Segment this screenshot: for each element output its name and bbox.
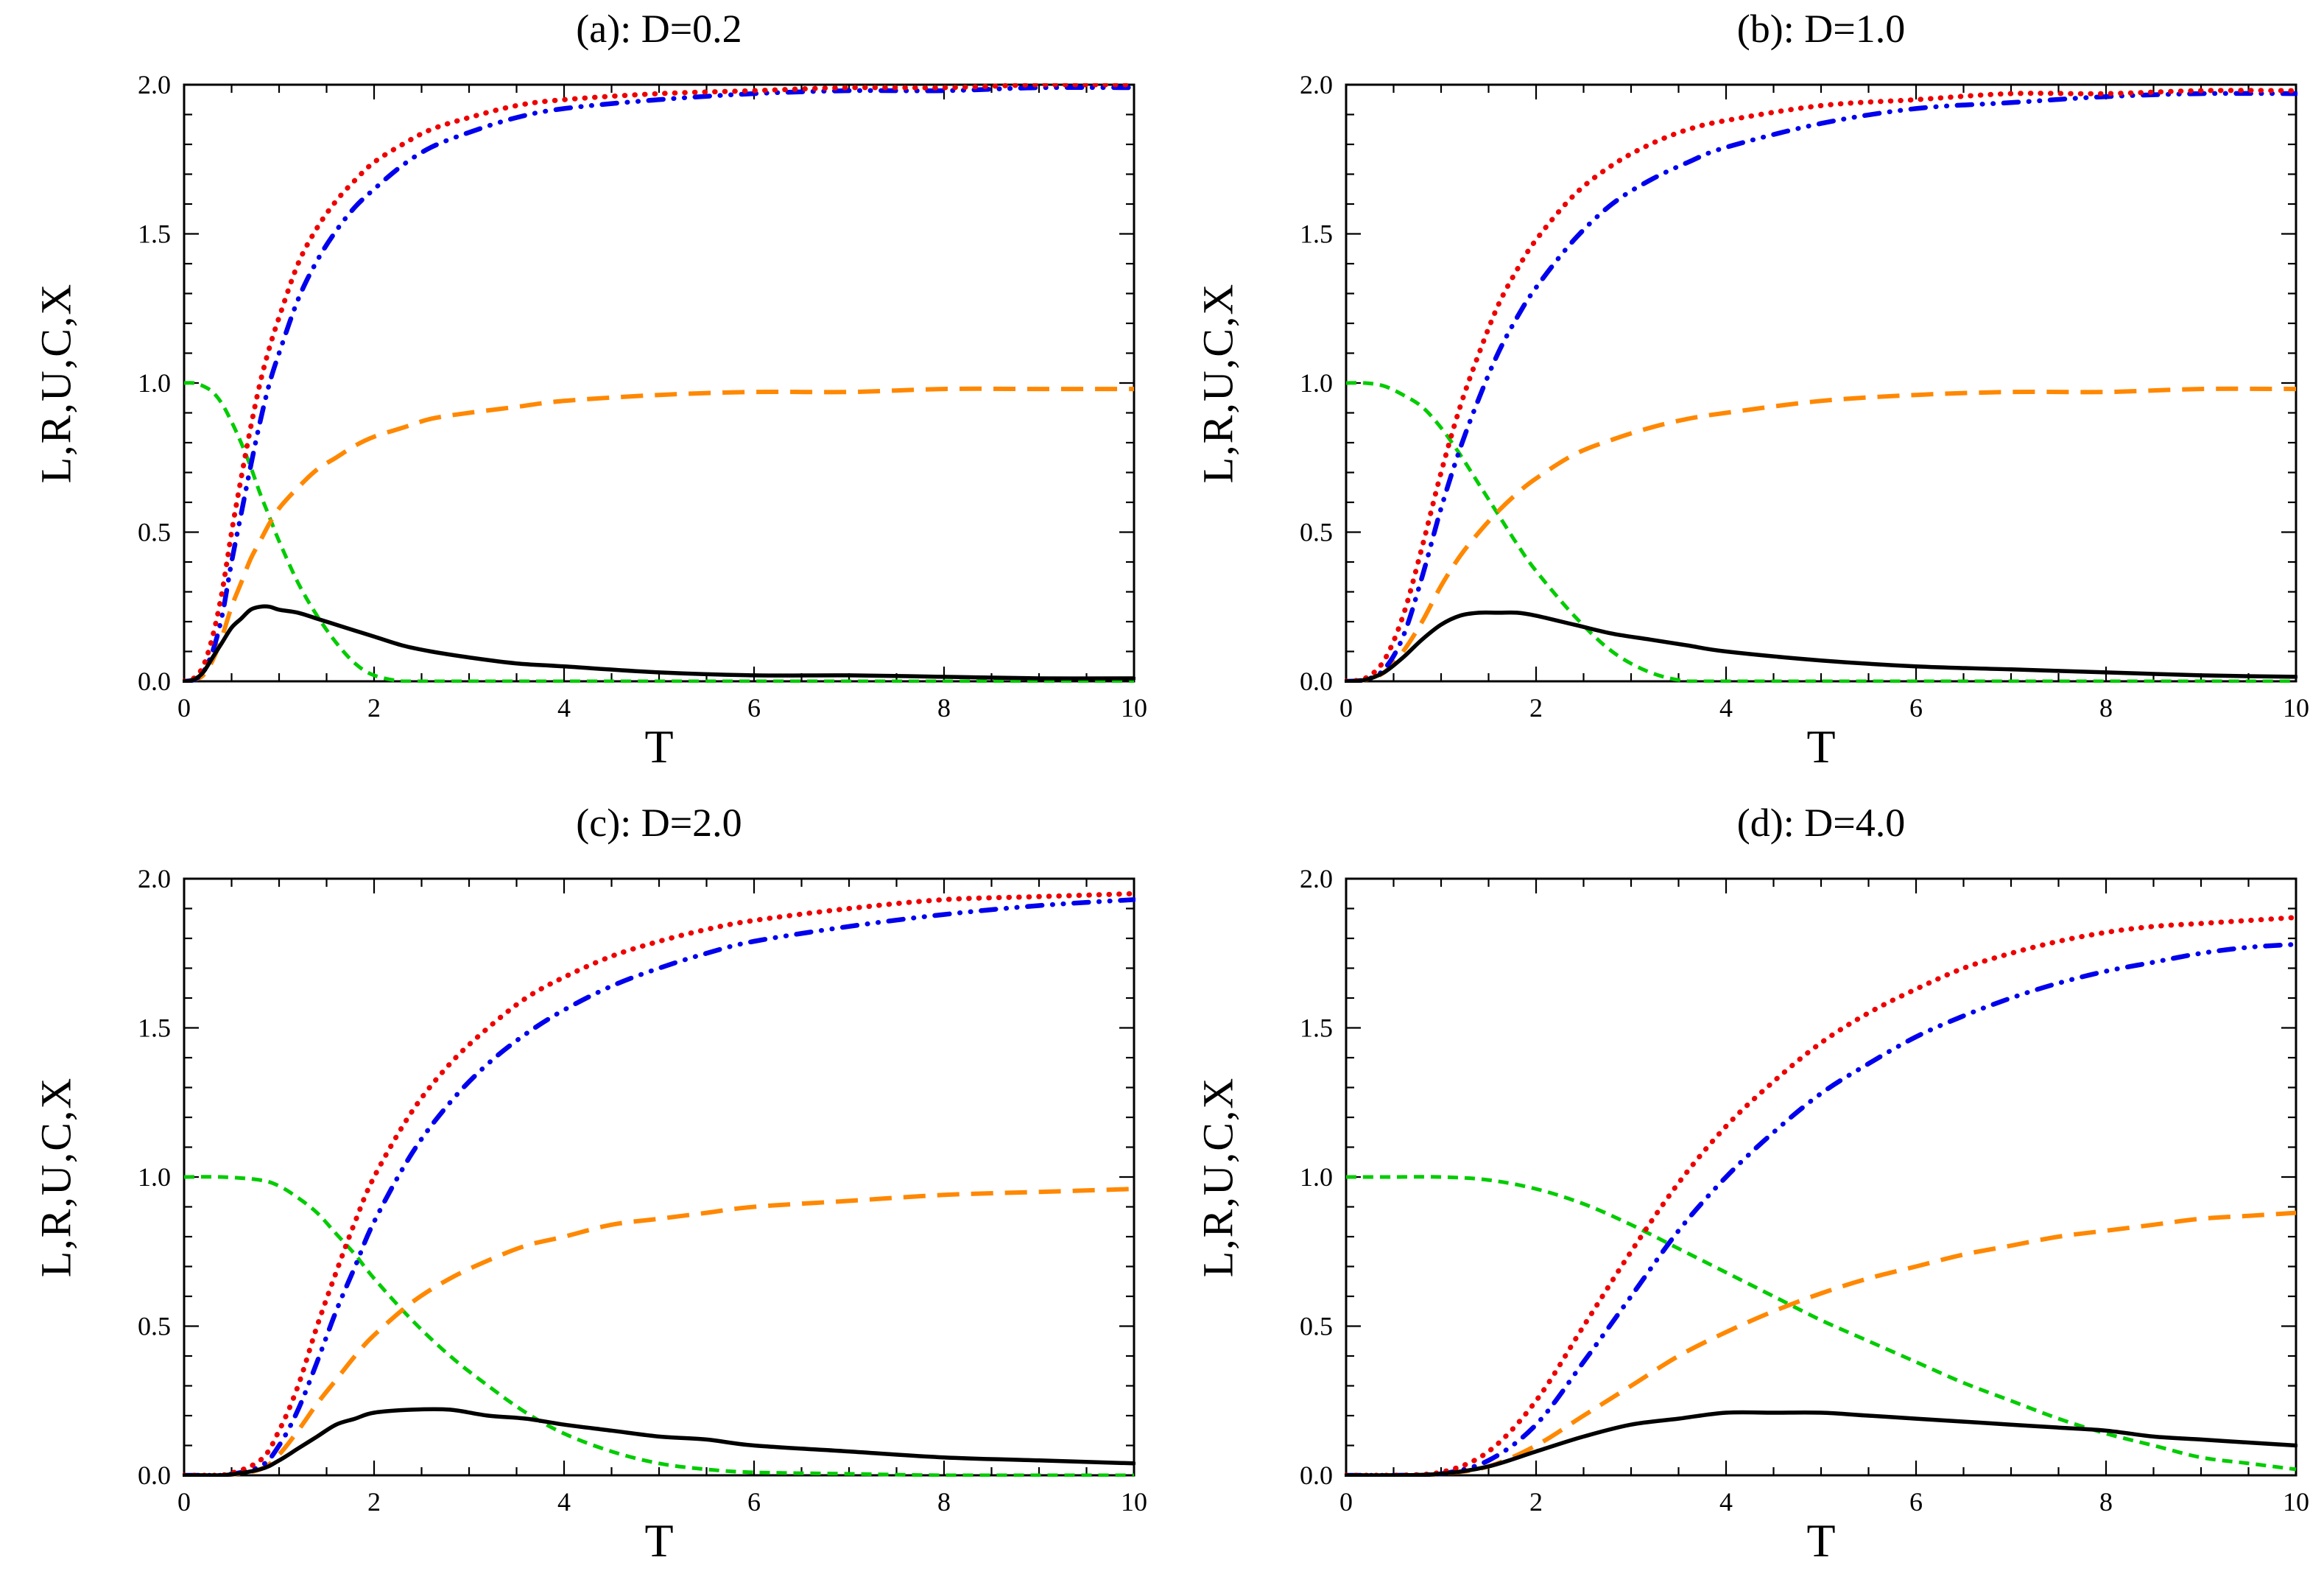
chart-canvas-b: 0 2 4 6 8 10 0.0 0.5 1.0 1.5 2.0 — [1300, 70, 2309, 723]
curve-blue-dash-dot — [1345, 941, 2297, 1477]
panel-title: (d): D=4.0 — [1736, 801, 1906, 845]
curve-red-dotted — [183, 890, 1135, 1477]
x-tick-label: 4 — [557, 1487, 571, 1517]
y-tick-label: 2.0 — [1300, 864, 1333, 893]
curve-orange-long-dash — [183, 386, 1134, 683]
y-tick-label: 0.0 — [138, 1461, 171, 1490]
curve-orange-long-dash — [1345, 386, 2297, 683]
y-tick-label: 0.5 — [138, 1312, 171, 1341]
y-tick-label: 2.0 — [1300, 70, 1333, 99]
y-axis-label: L,R,U,C,X — [32, 1076, 80, 1278]
x-tick-label: 8 — [2099, 693, 2113, 723]
y-tick-label: 1.0 — [1300, 368, 1333, 398]
curve-green-short-dash — [1345, 381, 2296, 683]
curve-orange-long-dash — [183, 1187, 1135, 1477]
curve-black-solid — [1345, 610, 2297, 683]
curve-green-short-dash — [183, 1175, 1134, 1477]
y-tick-label: 2.0 — [138, 70, 171, 99]
y-tick-label: 0.5 — [1300, 1312, 1333, 1341]
y-tick-label: 1.0 — [138, 1162, 171, 1192]
y-tick-label: 0.0 — [1300, 667, 1333, 696]
x-tick-label: 8 — [2099, 1487, 2113, 1517]
chart-canvas-d: 0 2 4 6 8 10 0.0 0.5 1.0 1.5 2.0 — [1300, 864, 2309, 1517]
y-axis-label: L,R,U,C,X — [32, 282, 80, 484]
tick-labels: 0 2 4 6 8 10 0.0 0.5 1.0 1.5 2.0 — [138, 864, 1147, 1517]
x-tick-label: 2 — [367, 693, 381, 723]
x-axis-label: T — [644, 720, 674, 773]
panel-b: 0 2 4 6 8 10 0.0 0.5 1.0 1.5 2.0 (b): D=1.0 L,R,U,… — [1162, 0, 2324, 794]
curve-black-solid — [183, 1407, 1135, 1477]
tick-labels: 0 2 4 6 8 10 0.0 0.5 1.0 1.5 2.0 — [1300, 70, 2309, 723]
y-tick-label: 1.5 — [138, 219, 171, 249]
x-tick-label: 0 — [177, 693, 191, 723]
plot-frame — [1345, 877, 2297, 1477]
x-tick-label: 0 — [177, 1487, 191, 1517]
x-tick-label: 4 — [1719, 693, 1733, 723]
curve-green-short-dash — [183, 381, 1134, 683]
y-tick-label: 0.5 — [1300, 518, 1333, 547]
x-tick-label: 4 — [1719, 1487, 1733, 1517]
panel-a: 0 2 4 6 8 10 0.0 0.5 1.0 1.5 2.0 (a): D=0.2 L,R,U,… — [0, 0, 1162, 794]
x-tick-label: 8 — [937, 693, 951, 723]
panel-title: (b): D=1.0 — [1736, 7, 1906, 51]
y-tick-label: 0.5 — [138, 518, 171, 547]
x-tick-label: 2 — [1529, 1487, 1543, 1517]
x-axis-label: T — [1806, 1514, 1836, 1567]
y-tick-label: 1.0 — [138, 368, 171, 398]
x-tick-label: 0 — [1339, 1487, 1353, 1517]
axis-ticks — [1345, 83, 2297, 683]
curve-blue-dash-dot — [183, 897, 1135, 1477]
panel-d: 0 2 4 6 8 10 0.0 0.5 1.0 1.5 2.0 (d): D=4.0 L,R,U,… — [1162, 794, 2324, 1588]
x-tick-label: 6 — [1909, 693, 1923, 723]
panel-title: (a): D=0.2 — [576, 7, 742, 51]
x-tick-label: 6 — [747, 693, 761, 723]
panel-c: 0 2 4 6 8 10 0.0 0.5 1.0 1.5 2.0 (c): D=2.0 L,R,U,… — [0, 794, 1162, 1588]
y-tick-label: 1.0 — [1300, 1162, 1333, 1192]
axis-ticks — [1345, 877, 2297, 1477]
x-tick-label: 4 — [557, 693, 571, 723]
tick-labels: 0 2 4 6 8 10 0.0 0.5 1.0 1.5 2.0 — [138, 70, 1147, 723]
curve-blue-dash-dot — [183, 85, 1135, 683]
curve-orange-long-dash — [1345, 1210, 2297, 1477]
curve-green-short-dash — [1346, 1175, 2297, 1472]
x-tick-label: 0 — [1339, 693, 1353, 723]
y-tick-label: 1.5 — [138, 1013, 171, 1043]
y-tick-label: 0.0 — [138, 667, 171, 696]
x-tick-label: 2 — [1529, 693, 1543, 723]
x-tick-label: 10 — [2283, 1487, 2309, 1517]
curve-black-solid — [1345, 1410, 2297, 1477]
chart-canvas-a: 0 2 4 6 8 10 0.0 0.5 1.0 1.5 2.0 — [138, 70, 1147, 723]
y-tick-label: 1.5 — [1300, 219, 1333, 249]
panel-title: (c): D=2.0 — [576, 801, 742, 845]
curve-red-dotted — [1345, 915, 2297, 1477]
y-tick-label: 2.0 — [138, 864, 171, 893]
x-tick-label: 2 — [367, 1487, 381, 1517]
plot-frame — [1345, 83, 2297, 683]
y-axis-label: L,R,U,C,X — [1194, 282, 1242, 484]
curve-black-solid — [183, 604, 1135, 683]
x-tick-label: 8 — [937, 1487, 951, 1517]
y-tick-label: 0.0 — [1300, 1461, 1333, 1490]
x-tick-label: 10 — [2283, 693, 2309, 723]
x-tick-label: 6 — [747, 1487, 761, 1517]
axis-ticks — [183, 83, 1135, 683]
x-tick-label: 6 — [1909, 1487, 1923, 1517]
chart-canvas-c: 0 2 4 6 8 10 0.0 0.5 1.0 1.5 2.0 — [138, 864, 1147, 1517]
x-axis-label: T — [1806, 720, 1836, 773]
curve-red-dotted — [183, 83, 1135, 683]
plot-frame — [183, 83, 1135, 683]
y-axis-label: L,R,U,C,X — [1194, 1076, 1242, 1278]
curve-blue-dash-dot — [1345, 91, 2297, 683]
x-tick-label: 10 — [1121, 1487, 1147, 1517]
tick-labels: 0 2 4 6 8 10 0.0 0.5 1.0 1.5 2.0 — [1300, 864, 2309, 1517]
x-tick-label: 10 — [1121, 693, 1147, 723]
x-axis-label: T — [644, 1514, 674, 1567]
y-tick-label: 1.5 — [1300, 1013, 1333, 1043]
curve-red-dotted — [1345, 88, 2297, 683]
